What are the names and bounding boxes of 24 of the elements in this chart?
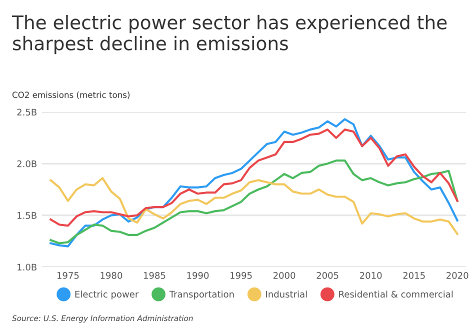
y-tick-label: 2.5B [17,108,36,116]
x-tick-label: 2010 [360,272,382,279]
legend-label: Industrial [266,290,307,298]
x-tick-label: 1975 [57,272,79,279]
legend-label: Transportation [169,290,234,300]
legend-label: Electric power [75,290,139,300]
line-series [50,118,458,248]
x-tick-label: 2000 [273,272,296,279]
x-tick-label: 1980 [100,272,122,279]
x-tick-label: 1985 [144,272,166,279]
x-tick-label: 2005 [316,272,338,279]
line-series [50,160,458,244]
chart-title: The electric power sector has experienced the sharpest decline in emissions [12,14,447,54]
y-axis-title: CO2 emissions (metric tons) [12,92,130,99]
x-tick-label: 2020 [446,272,468,279]
x-tick-label: 1995 [230,272,252,279]
x-tick-label: 2015 [403,272,425,279]
y-tick-label: 1.5B [18,212,36,219]
legend-label: Residential & commercial [339,290,453,298]
y-tick-label: 1.0B [18,264,36,271]
y-tick-label: 2.0B [17,160,36,168]
x-tick-label: 1990 [187,272,209,279]
line-series [50,177,458,235]
line-series [50,128,458,227]
